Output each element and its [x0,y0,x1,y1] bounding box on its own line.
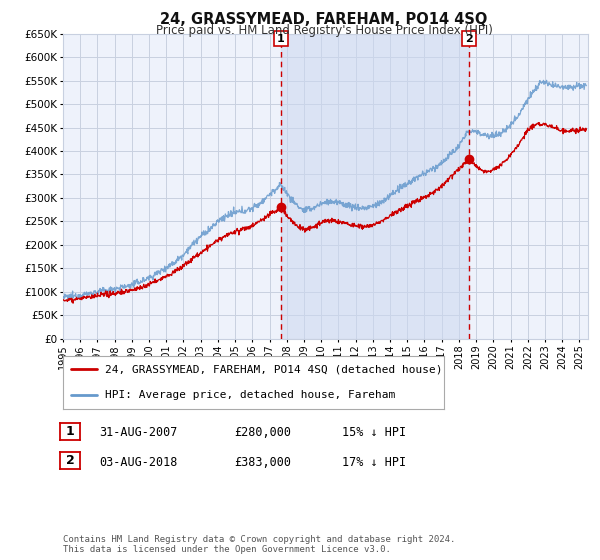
Text: Price paid vs. HM Land Registry's House Price Index (HPI): Price paid vs. HM Land Registry's House … [155,24,493,36]
Text: 24, GRASSYMEAD, FAREHAM, PO14 4SQ (detached house): 24, GRASSYMEAD, FAREHAM, PO14 4SQ (detac… [105,365,442,375]
Text: 2: 2 [465,34,473,44]
Text: 2: 2 [65,454,74,468]
Text: 15% ↓ HPI: 15% ↓ HPI [342,426,406,439]
Text: 17% ↓ HPI: 17% ↓ HPI [342,455,406,469]
Text: £280,000: £280,000 [234,426,291,439]
Text: Contains HM Land Registry data © Crown copyright and database right 2024.
This d: Contains HM Land Registry data © Crown c… [63,535,455,554]
Bar [281,34,469,339]
Text: 1: 1 [65,424,74,438]
Text: 03-AUG-2018: 03-AUG-2018 [99,455,178,469]
Text: £383,000: £383,000 [234,455,291,469]
Text: 24, GRASSYMEAD, FAREHAM, PO14 4SQ: 24, GRASSYMEAD, FAREHAM, PO14 4SQ [160,12,488,27]
Text: HPI: Average price, detached house, Fareham: HPI: Average price, detached house, Fare… [105,390,395,400]
Text: 31-AUG-2007: 31-AUG-2007 [99,426,178,439]
Text: 1: 1 [277,34,285,44]
